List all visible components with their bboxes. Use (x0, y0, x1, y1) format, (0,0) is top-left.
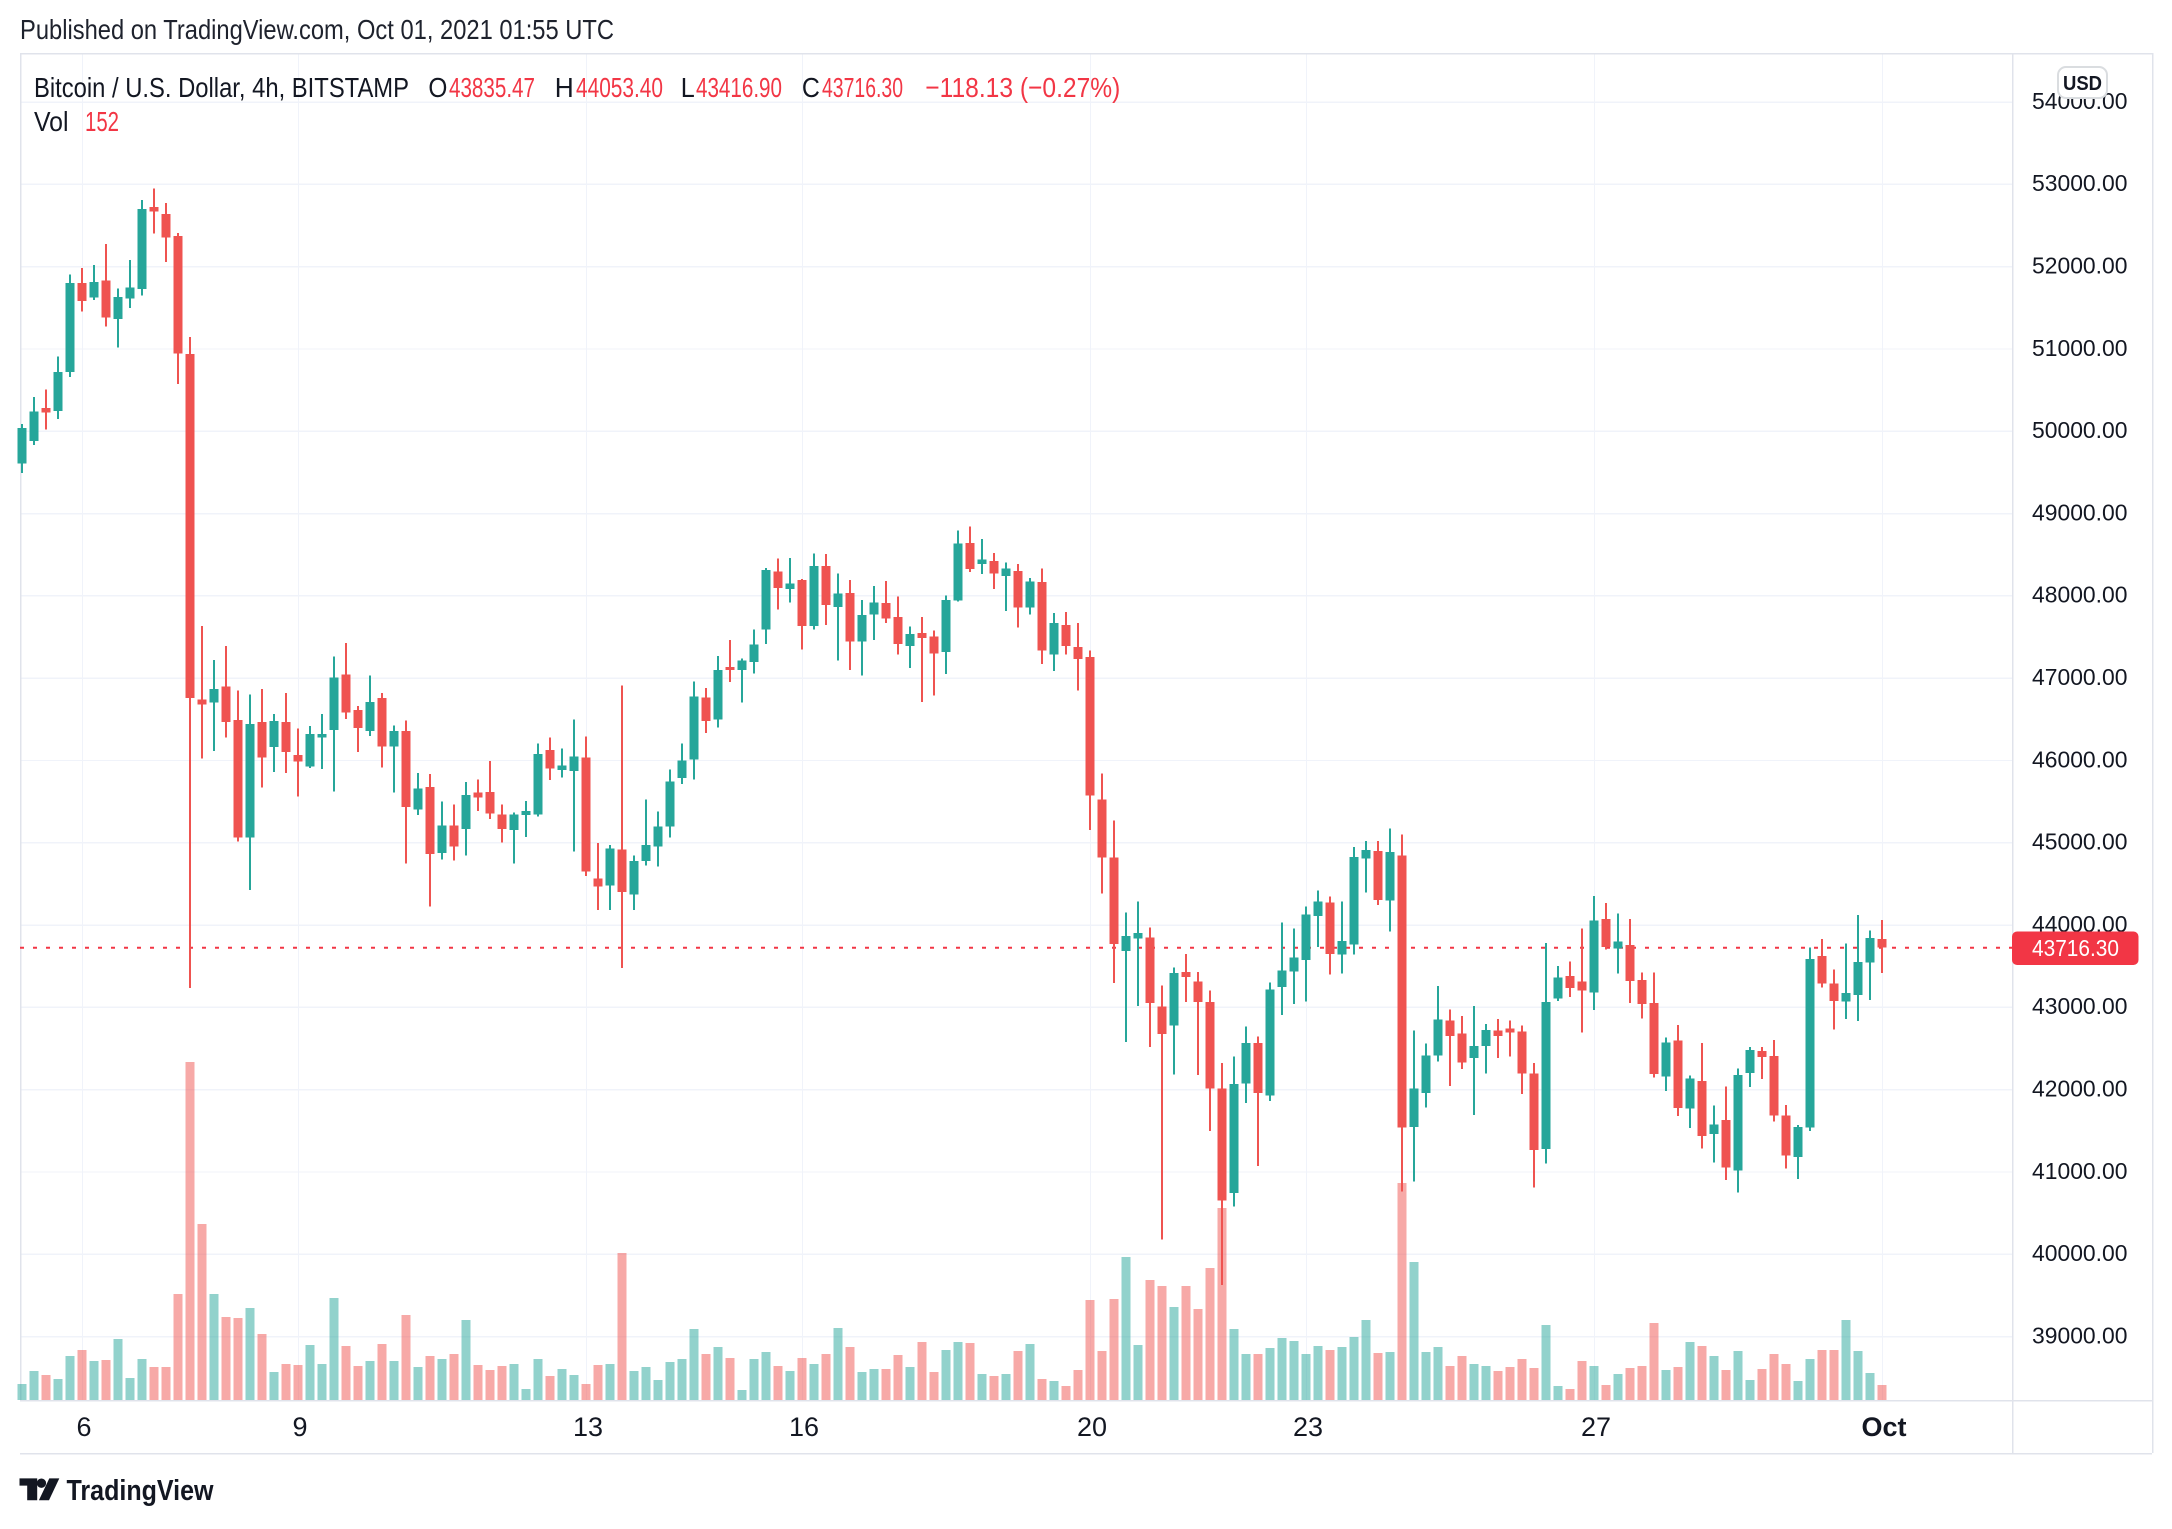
svg-text:43835.47: 43835.47 (449, 72, 535, 103)
svg-text:H: H (555, 72, 574, 103)
svg-text:40000.00: 40000.00 (2032, 1240, 2128, 1266)
svg-text:Bitcoin / U.S. Dollar, 4h, BIT: Bitcoin / U.S. Dollar, 4h, BITSTAMP (34, 72, 409, 103)
svg-text:43416.90: 43416.90 (696, 72, 782, 103)
svg-text:27: 27 (1581, 1412, 1611, 1442)
svg-text:44053.40: 44053.40 (576, 72, 663, 103)
svg-text:39000.00: 39000.00 (2032, 1322, 2128, 1348)
svg-text:48000.00: 48000.00 (2032, 582, 2128, 608)
svg-text:42000.00: 42000.00 (2032, 1076, 2128, 1102)
svg-text:46000.00: 46000.00 (2032, 746, 2128, 772)
svg-text:23: 23 (1293, 1412, 1323, 1442)
svg-text:50000.00: 50000.00 (2032, 417, 2128, 443)
svg-text:−118.13 (−0.27%): −118.13 (−0.27%) (925, 72, 1120, 103)
svg-text:53000.00: 53000.00 (2032, 170, 2128, 196)
svg-text:43716.30: 43716.30 (822, 72, 903, 103)
svg-text:43000.00: 43000.00 (2032, 993, 2128, 1019)
svg-text:Published on TradingView.com,: Published on TradingView.com, Oct 01, 20… (20, 14, 614, 45)
svg-text:9: 9 (292, 1412, 307, 1442)
svg-text:52000.00: 52000.00 (2032, 253, 2128, 279)
svg-text:Oct: Oct (1861, 1412, 1906, 1442)
svg-text:41000.00: 41000.00 (2032, 1158, 2128, 1184)
svg-text:13: 13 (573, 1412, 603, 1442)
svg-text:C: C (802, 72, 820, 103)
svg-text:L: L (681, 72, 695, 103)
svg-text:49000.00: 49000.00 (2032, 499, 2128, 525)
svg-text:45000.00: 45000.00 (2032, 829, 2128, 855)
svg-text:6: 6 (76, 1412, 91, 1442)
svg-text:O: O (428, 72, 447, 103)
svg-text:TradingView: TradingView (67, 1475, 214, 1507)
svg-text:43716.30: 43716.30 (2032, 935, 2119, 961)
svg-text:USD: USD (2063, 73, 2102, 95)
svg-text:152: 152 (85, 106, 119, 137)
svg-text:47000.00: 47000.00 (2032, 664, 2128, 690)
svg-text:20: 20 (1077, 1412, 1107, 1442)
svg-text:Vol: Vol (34, 106, 69, 137)
svg-text:51000.00: 51000.00 (2032, 335, 2128, 361)
svg-text:16: 16 (789, 1412, 819, 1442)
